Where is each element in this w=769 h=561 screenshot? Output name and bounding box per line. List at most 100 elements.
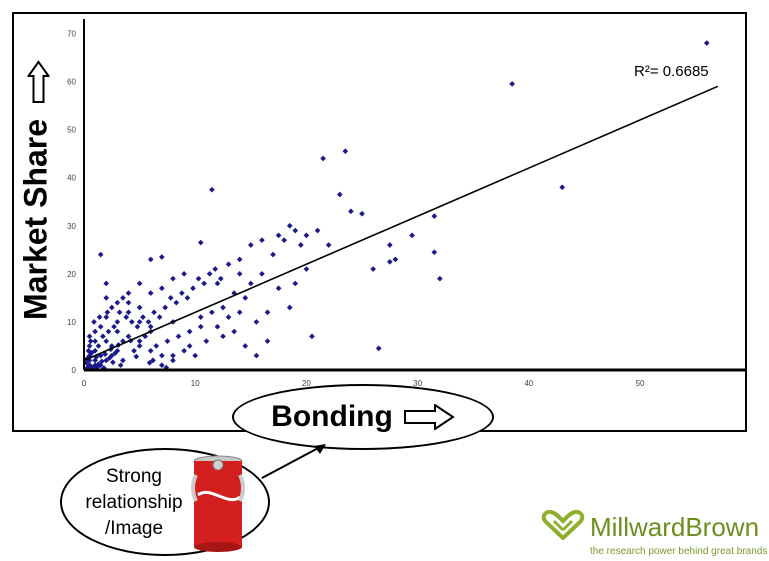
data-point (179, 290, 185, 296)
data-point (197, 239, 204, 246)
data-point (133, 353, 140, 360)
data-point (195, 275, 202, 282)
data-point (259, 271, 265, 277)
data-point (431, 249, 438, 256)
data-point (175, 333, 182, 340)
x-tick-label: 50 (636, 379, 645, 388)
data-point (150, 357, 156, 364)
data-point (131, 347, 137, 354)
data-point (309, 333, 315, 340)
data-point (86, 333, 93, 340)
x-tick-label: 0 (82, 379, 87, 388)
data-point (136, 280, 143, 287)
data-point (292, 280, 299, 287)
data-point (214, 323, 221, 330)
data-point (86, 343, 93, 349)
data-point (91, 319, 97, 325)
data-point (214, 280, 221, 287)
data-point (217, 275, 224, 282)
data-point (114, 319, 121, 325)
data-point (242, 295, 249, 301)
data-point (146, 359, 153, 366)
data-point (164, 338, 171, 344)
y-axis-label-text: Market Share (17, 118, 54, 320)
data-point (559, 184, 566, 191)
scatter-chart: 0 10 20 30 40 50 60 70 0 10 20 30 40 50 R²= 0.6685 (67, 19, 747, 388)
data-point (153, 343, 160, 349)
data-point (201, 280, 207, 287)
data-point (114, 328, 121, 335)
data-point (509, 81, 515, 87)
data-point (292, 227, 299, 234)
data-point (190, 285, 196, 292)
data-point (96, 314, 103, 320)
data-point (264, 309, 271, 316)
data-point (236, 271, 243, 277)
data-point (106, 355, 113, 361)
data-point (348, 208, 354, 215)
data-point (147, 256, 154, 263)
data-point (409, 232, 415, 239)
data-point (220, 333, 226, 340)
data-point (87, 363, 94, 369)
data-point (336, 191, 343, 198)
data-point (314, 227, 321, 234)
arrow-right-icon (26, 60, 50, 104)
data-point (220, 304, 226, 311)
data-point (286, 304, 293, 311)
data-point (281, 237, 288, 244)
data-point (120, 295, 126, 301)
data-point (392, 256, 399, 263)
data-point (111, 323, 117, 330)
data-point (123, 314, 130, 320)
data-point (159, 254, 165, 260)
data-point (136, 343, 143, 349)
data-point (286, 222, 293, 229)
data-point (197, 323, 204, 330)
data-point (162, 304, 169, 311)
data-point (231, 328, 237, 335)
data-point (95, 361, 102, 368)
r-squared-label: R²= 0.6685 (634, 63, 709, 80)
data-point (431, 213, 438, 219)
data-point (103, 280, 110, 287)
data-point (203, 338, 210, 344)
data-point (128, 319, 135, 325)
brand-name: MillwardBrown (590, 512, 760, 542)
data-point (105, 328, 112, 335)
trendline (83, 85, 719, 362)
data-point (197, 314, 204, 320)
data-point (247, 280, 254, 287)
data-point (167, 295, 174, 301)
data-point (359, 210, 365, 217)
data-point (100, 333, 106, 340)
data-point (147, 290, 154, 296)
data-point (136, 338, 143, 344)
data-point (134, 323, 141, 330)
data-point (236, 256, 243, 263)
data-point (703, 40, 710, 46)
data-point (342, 148, 349, 155)
data-point (95, 343, 102, 349)
data-point (386, 258, 393, 265)
brand-tagline: the research power behind great brands (590, 546, 768, 557)
data-point (98, 358, 105, 365)
y-tick-label: 10 (67, 318, 76, 327)
x-axis-label: Bonding (271, 400, 393, 433)
data-point (270, 251, 276, 258)
data-point (125, 333, 132, 340)
data-point (225, 261, 232, 268)
y-tick-label: 30 (67, 222, 76, 231)
data-point (116, 309, 123, 316)
data-point (159, 285, 165, 292)
y-tick-label: 40 (67, 174, 76, 183)
data-point (186, 328, 193, 335)
data-point (184, 295, 191, 301)
arrow-right-icon (403, 404, 455, 430)
data-point (275, 285, 282, 292)
data-point (147, 347, 154, 354)
data-point (303, 266, 310, 272)
data-point (206, 271, 213, 277)
data-point (125, 309, 132, 316)
data-point (225, 314, 232, 320)
